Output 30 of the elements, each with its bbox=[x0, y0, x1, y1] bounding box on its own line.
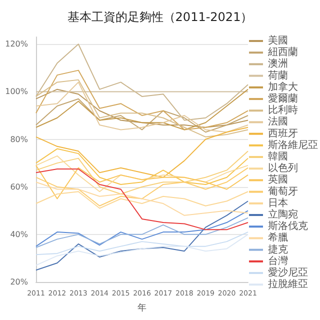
legend-label: 斯洛維尼亞 bbox=[268, 138, 318, 151]
legend-label: 英國 bbox=[268, 174, 288, 186]
legend-label: 台灣 bbox=[268, 254, 288, 267]
legend-label: 加拿大 bbox=[268, 80, 298, 93]
y-tick-label: 60% bbox=[10, 182, 28, 192]
legend-label: 美國 bbox=[268, 34, 288, 46]
legend-label: 愛沙尼亞 bbox=[268, 266, 308, 278]
legend-label: 斯洛伐克 bbox=[268, 220, 308, 232]
legend-label: 日本 bbox=[268, 196, 288, 209]
legend-label: 以色列 bbox=[268, 162, 298, 174]
legend-label: 葡萄牙 bbox=[268, 185, 298, 198]
legend-label: 比利時 bbox=[268, 104, 298, 116]
y-tick-label: 100% bbox=[5, 87, 28, 96]
legend-label: 捷克 bbox=[268, 243, 288, 256]
y-tick-label: 40% bbox=[10, 230, 28, 239]
y-tick-label: 80% bbox=[10, 134, 28, 144]
legend-label: 西班牙 bbox=[268, 127, 298, 140]
legend-label: 拉脫維亞 bbox=[268, 278, 308, 290]
legend-label: 法國 bbox=[268, 116, 288, 128]
legend-label: 愛爾蘭 bbox=[268, 92, 298, 104]
y-tick-label: 120% bbox=[5, 40, 28, 49]
x-axis-title: 年 bbox=[138, 302, 146, 314]
legend-label: 立陶宛 bbox=[268, 208, 298, 220]
legend-label: 澳洲 bbox=[268, 58, 288, 70]
chart-title: 基本工資的足夠性（2011-2021） bbox=[67, 10, 253, 24]
legend-label: 紐西蘭 bbox=[267, 46, 298, 58]
legend-label: 希臘 bbox=[268, 232, 288, 244]
legend-label: 韓國 bbox=[268, 150, 288, 162]
legend-label: 荷蘭 bbox=[268, 69, 288, 82]
y-tick-label: 20% bbox=[10, 278, 28, 286]
